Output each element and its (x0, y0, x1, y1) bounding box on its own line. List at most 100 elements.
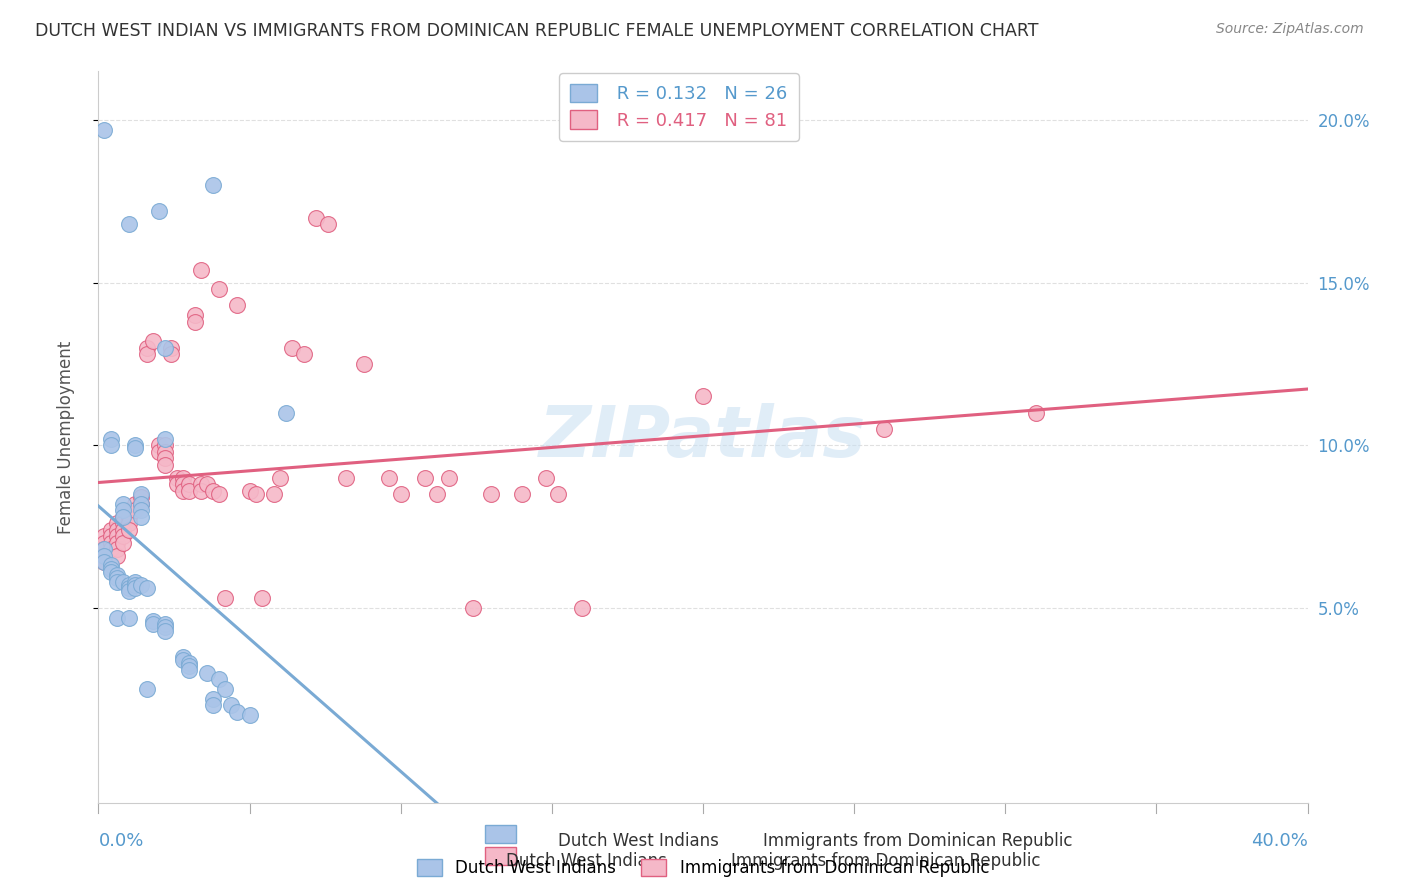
Point (292, 347, 315, 361)
Point (179, 483, 201, 498)
Point (111, 529, 134, 543)
Point (202, 691, 225, 706)
Point (377, 471, 399, 485)
Point (426, 487, 449, 501)
Point (274, 406, 297, 420)
Point (316, 217, 339, 231)
Text: Immigrants from Dominican Republic: Immigrants from Dominican Republic (731, 852, 1040, 870)
Point (208, 673, 231, 687)
Point (124, 442, 146, 456)
Text: 0.0%: 0.0% (98, 832, 143, 850)
Point (118, 523, 141, 537)
Point (93, 549, 115, 563)
Point (105, 572, 128, 586)
Point (118, 516, 141, 531)
Point (129, 497, 152, 511)
Point (148, 204, 170, 219)
Point (250, 591, 273, 605)
Point (129, 497, 152, 511)
Point (547, 487, 569, 501)
Point (172, 653, 194, 667)
Point (111, 535, 134, 549)
Point (195, 665, 218, 680)
Point (202, 698, 225, 713)
Text: 40.0%: 40.0% (1251, 832, 1308, 850)
Point (269, 471, 291, 485)
Point (105, 574, 128, 589)
Text: ZIPatlas: ZIPatlas (540, 402, 866, 472)
Point (239, 483, 262, 498)
Point (118, 584, 141, 599)
Point (142, 334, 165, 348)
Point (93, 535, 115, 549)
Point (353, 357, 375, 371)
Point (105, 610, 128, 624)
Point (111, 574, 134, 589)
Point (135, 681, 157, 696)
Point (105, 516, 128, 531)
Point (124, 438, 146, 452)
Text: DUTCH WEST INDIAN VS IMMIGRANTS FROM DOMINICAN REPUBLIC FEMALE UNEMPLOYMENT CORR: DUTCH WEST INDIAN VS IMMIGRANTS FROM DOM… (35, 22, 1039, 40)
Text: Source: ZipAtlas.com: Source: ZipAtlas.com (1216, 22, 1364, 37)
Point (510, 487, 533, 501)
Point (190, 483, 212, 498)
Point (463, 600, 485, 615)
Legend: Dutch West Indians, Immigrants from Dominican Republic: Dutch West Indians, Immigrants from Domi… (411, 852, 995, 884)
Point (534, 471, 557, 485)
Point (93, 549, 115, 563)
Point (93, 529, 115, 543)
Point (93, 555, 115, 569)
Point (160, 347, 183, 361)
Point (111, 516, 134, 531)
Point (105, 535, 128, 549)
Point (179, 659, 201, 673)
Point (202, 178, 225, 193)
Point (153, 432, 176, 446)
Point (153, 624, 176, 638)
Point (93, 555, 115, 569)
Point (118, 509, 141, 524)
Point (124, 578, 146, 592)
Point (214, 681, 236, 696)
Point (129, 487, 152, 501)
Point (335, 471, 357, 485)
Y-axis label: Female Unemployment: Female Unemployment (56, 341, 75, 533)
Text: Dutch West Indians: Dutch West Indians (558, 832, 718, 850)
FancyBboxPatch shape (485, 825, 516, 843)
Point (118, 581, 141, 595)
Point (142, 617, 165, 632)
Point (239, 708, 262, 723)
Point (245, 487, 267, 501)
Point (481, 487, 503, 501)
Point (263, 487, 285, 501)
Point (129, 509, 152, 524)
FancyBboxPatch shape (485, 847, 516, 865)
Point (100, 558, 122, 573)
Point (100, 438, 122, 452)
Point (93, 542, 115, 557)
Point (437, 471, 460, 485)
Point (190, 477, 212, 491)
Point (172, 471, 194, 485)
Legend:  R = 0.132   N = 26,  R = 0.417   N = 81: R = 0.132 N = 26, R = 0.417 N = 81 (560, 73, 799, 141)
Point (100, 535, 122, 549)
Point (172, 483, 194, 498)
Point (571, 600, 593, 615)
Point (100, 562, 122, 576)
Point (153, 617, 176, 632)
Point (105, 523, 128, 537)
Point (111, 509, 134, 524)
Point (226, 298, 249, 312)
Point (135, 581, 157, 595)
Point (124, 503, 146, 517)
Point (100, 542, 122, 557)
Point (111, 509, 134, 524)
Point (389, 487, 412, 501)
Point (1024, 406, 1046, 420)
Point (148, 444, 170, 458)
Point (226, 705, 249, 719)
Point (184, 308, 207, 322)
Point (105, 568, 128, 582)
Point (129, 578, 152, 592)
Point (221, 698, 243, 713)
